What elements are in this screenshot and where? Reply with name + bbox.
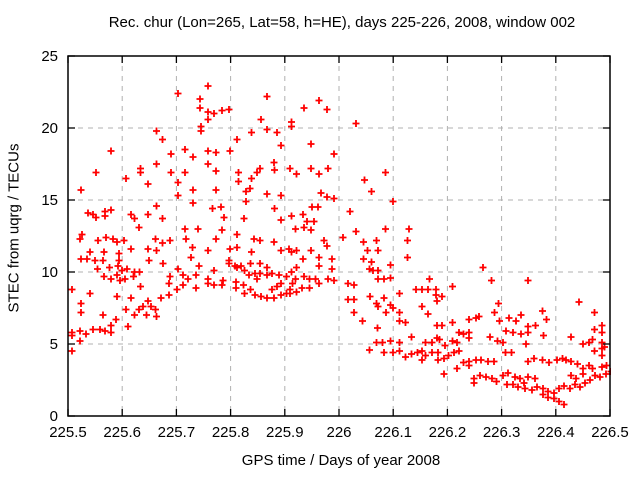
y-tick-label: 20: [41, 120, 58, 137]
x-tick-label: 225.9: [266, 424, 304, 441]
x-tick-label: 226.1: [374, 424, 412, 441]
grid-lines: [68, 56, 610, 416]
x-tick-label: 226.2: [429, 424, 467, 441]
x-tick-label: 226.3: [483, 424, 521, 441]
x-tick-label: 225.6: [103, 424, 141, 441]
y-axis-label: STEC from uqrg / TECUs: [5, 143, 23, 313]
data-points: [68, 82, 611, 408]
x-tick-labels: 225.5 225.6 225.7 225.8 225.9 226 226.1 226.2 22…: [49, 424, 629, 441]
axis-ticks: [67, 55, 611, 417]
chart-title: Rec. chur (Lon=265, Lat=58, h=HE), days …: [108, 14, 576, 31]
x-tick-label: 226: [326, 424, 351, 441]
x-tick-label: 226.5: [591, 424, 629, 441]
y-tick-labels: 0 5 10 15 20 25: [41, 48, 58, 425]
y-tick-label: 25: [41, 48, 58, 65]
x-tick-label: 226.4: [537, 424, 575, 441]
x-axis-label: GPS time / Days of year 2008: [241, 452, 441, 469]
y-tick-label: 15: [41, 192, 58, 209]
y-tick-label: 10: [41, 264, 58, 281]
x-tick-label: 225.5: [49, 424, 87, 441]
y-tick-label: 0: [50, 408, 58, 425]
y-tick-label: 5: [50, 336, 58, 353]
x-tick-label: 225.8: [212, 424, 250, 441]
x-tick-label: 225.7: [158, 424, 196, 441]
